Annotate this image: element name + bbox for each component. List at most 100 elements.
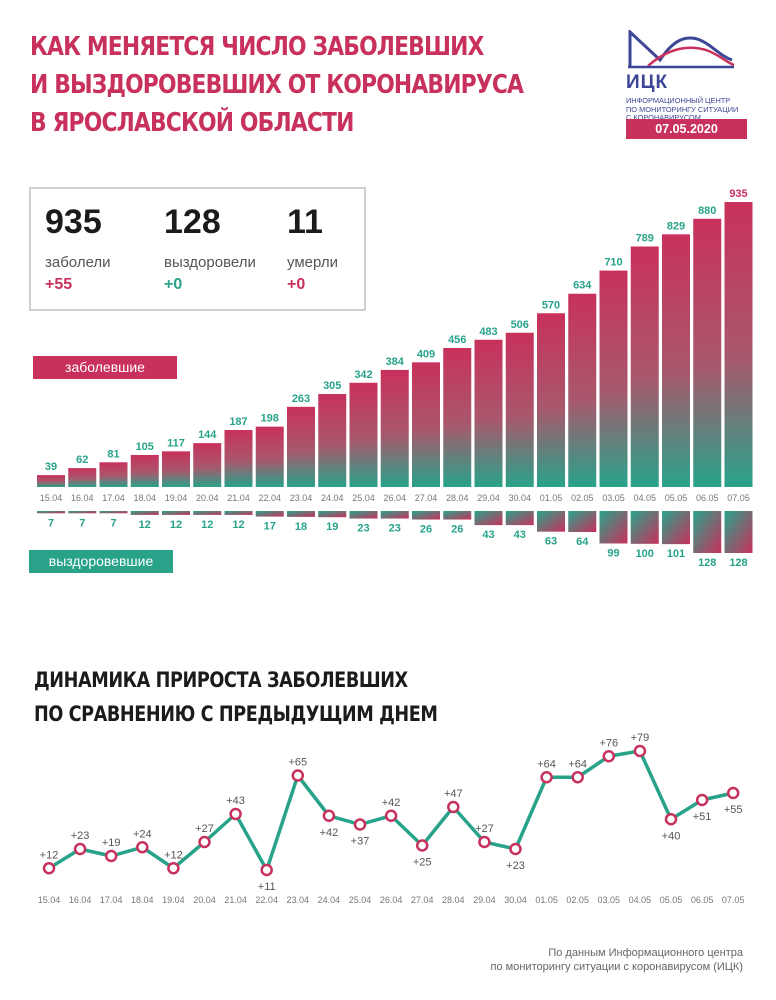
legend-infected: заболевшие	[33, 356, 177, 379]
stat-value: 935	[45, 203, 102, 241]
date-tick-label: 21.04	[224, 895, 247, 905]
date-tick-label: 29.04	[477, 493, 500, 503]
growth-marker	[104, 849, 118, 863]
recovered-value-label: 23	[389, 523, 401, 535]
date-tick-label: 16.04	[69, 895, 92, 905]
recovered-value-label: 43	[514, 529, 526, 541]
growth-value-label: +11	[258, 881, 276, 893]
infected-value-label: 456	[448, 334, 466, 346]
infected-bar	[662, 234, 690, 487]
recovered-bar	[193, 511, 222, 515]
growth-value-label: +27	[475, 823, 494, 835]
recovered-value-label: 12	[170, 519, 182, 531]
growth-value-label: +23	[71, 830, 90, 842]
source-line: по мониторингу ситуации с коронавирусом …	[490, 961, 743, 973]
recovered-value-label: 99	[607, 547, 619, 559]
date-tick-label: 01.05	[535, 895, 558, 905]
date-tick-label: 21.04	[227, 493, 250, 503]
infected-bar	[287, 406, 315, 487]
date-tick-label: 26.04	[383, 493, 406, 503]
logo-subtitle: ИНФОРМАЦИОННЫЙ ЦЕНТР ПО МОНИТОРИНГУ СИТУ…	[626, 96, 738, 123]
infected-value-label: 187	[229, 416, 247, 428]
infected-bar	[599, 270, 628, 487]
date-tick-label: 28.04	[446, 493, 469, 503]
growth-marker	[353, 818, 367, 831]
infected-bar	[193, 443, 222, 487]
infected-bar	[318, 394, 347, 487]
stat-value: 128	[164, 203, 221, 241]
growth-chart-title: ДИНАМИКА ПРИРОСТА ЗАБОЛЕВШИХ ПО СРАВНЕНИ…	[34, 663, 438, 731]
date-tick-label: 05.05	[660, 895, 683, 905]
date-tick-label: 04.05	[633, 493, 656, 503]
recovered-value-label: 128	[698, 557, 716, 569]
date-tick-label: 28.04	[442, 895, 465, 905]
infected-bar	[693, 218, 722, 487]
date-tick-label: 02.05	[571, 493, 594, 503]
recovered-value-label: 7	[110, 517, 116, 529]
infected-value-label: 570	[542, 299, 560, 311]
infected-bar	[37, 475, 65, 487]
recovered-bar	[130, 511, 159, 515]
date-tick-label: 07.05	[722, 895, 745, 905]
growth-value-label: +51	[693, 811, 712, 823]
infected-bar	[568, 293, 597, 487]
recovered-value-label: 63	[545, 536, 557, 548]
growth-value-label: +23	[506, 860, 525, 872]
infected-value-label: 305	[323, 380, 341, 392]
recovered-value-label: 17	[264, 521, 276, 533]
date-tick-label: 24.04	[321, 493, 344, 503]
date-tick-label: 15.04	[38, 895, 61, 905]
page-title: КАК МЕНЯЕТСЯ ЧИСЛО ЗАБОЛЕВШИХ И ВЫЗДОРОВ…	[30, 28, 524, 142]
infected-value-label: 935	[729, 188, 747, 200]
stat-label: выздоровели	[164, 254, 256, 271]
stat-label: умерли	[287, 254, 338, 271]
recovered-value-label: 19	[326, 521, 338, 533]
growth-marker	[726, 786, 740, 800]
infected-value-label: 409	[417, 348, 435, 360]
recovered-value-label: 26	[420, 524, 432, 536]
infected-bar	[349, 382, 378, 487]
date-tick-label: 15.04	[40, 493, 63, 503]
infected-bar	[162, 451, 190, 487]
growth-value-label: +65	[288, 757, 307, 769]
infected-value-label: 105	[136, 441, 154, 453]
recovered-bar	[474, 511, 503, 526]
growth-marker	[198, 835, 211, 849]
date-tick-label: 27.04	[415, 493, 438, 503]
recovered-bar	[68, 511, 97, 514]
recovered-bar	[505, 511, 534, 526]
growth-marker	[291, 769, 305, 782]
growth-marker	[602, 750, 616, 763]
infected-value-label: 198	[261, 413, 279, 425]
date-tick-label: 18.04	[131, 895, 154, 905]
recovered-bar	[318, 511, 347, 518]
recovered-bar	[724, 511, 753, 553]
growth-value-label: +42	[320, 827, 339, 839]
recovered-bar	[537, 511, 565, 532]
infected-bar	[380, 369, 409, 487]
infected-value-label: 710	[604, 257, 622, 269]
infected-bar	[224, 430, 253, 487]
growth-marker	[415, 839, 429, 852]
title-line-1: КАК МЕНЯЕТСЯ ЧИСЛО ЗАБОЛЕВШИХ	[30, 32, 484, 62]
date-tick-label: 03.05	[602, 493, 625, 503]
logo-text: ИЦК	[626, 72, 669, 93]
stat-label: заболели	[45, 254, 111, 271]
date-tick-label: 22.04	[258, 493, 281, 503]
recovered-bar	[630, 511, 659, 544]
infected-value-label: 117	[167, 437, 185, 449]
growth-marker	[447, 800, 460, 814]
infected-value-label: 789	[636, 233, 654, 245]
recovered-bar	[443, 511, 472, 520]
title-line-2: И ВЫЗДОРОВЕВШИХ ОТ КОРОНАВИРУСА	[30, 70, 524, 100]
recovered-bar	[255, 511, 284, 517]
recovered-bar	[380, 511, 409, 519]
recovered-value-label: 7	[48, 517, 54, 529]
growth-marker	[229, 807, 242, 821]
recovered-value-label: 23	[357, 523, 369, 535]
recovered-value-label: 12	[232, 519, 244, 531]
logo-subtitle-line: ИНФОРМАЦИОННЫЙ ЦЕНТР	[626, 96, 731, 105]
date-tick-label: 29.04	[473, 895, 496, 905]
growth-value-label: +79	[631, 732, 650, 744]
stats-panel: 935 заболели +55 128 выздоровели +0 11 у…	[29, 187, 366, 311]
